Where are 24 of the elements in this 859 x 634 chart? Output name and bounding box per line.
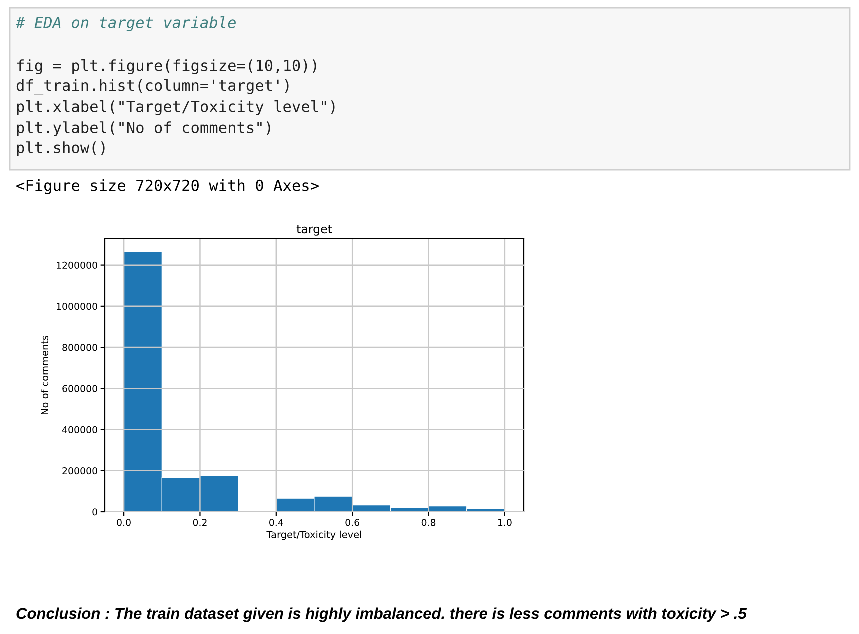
x-tick-label: 1.0 <box>498 519 512 526</box>
y-tick-label: 1200000 <box>57 262 98 270</box>
x-tick-label: 0.0 <box>117 519 131 526</box>
text: fig = plt.figure(figsize=(10,10)) <box>17 60 316 74</box>
text: plt.xlabel("Target/Toxicity level") <box>17 100 335 116</box>
x-tick-label: 0.8 <box>422 519 436 526</box>
text: df_train.hist(column='target') <box>16 79 289 95</box>
x-axis-title: Target/Toxicity level <box>266 530 362 540</box>
x-tick-label: 0.6 <box>346 519 360 526</box>
y-tick-label: 800000 <box>62 344 98 352</box>
text: <Figure size 720x720 with 0 Axes> <box>16 180 319 194</box>
chart-title: target <box>296 225 332 236</box>
x-tick-label: 0.2 <box>193 519 207 526</box>
text: plt.show() <box>17 142 105 156</box>
y-tick-label: 0 <box>92 508 98 516</box>
y-tick-label: 600000 <box>62 385 98 392</box>
y-tick-label: 200000 <box>62 467 98 475</box>
y-tick-label: 400000 <box>62 426 98 434</box>
text: Conclusion : The train dataset given is highly imbalanced. there is less comments with toxicity > .5 <box>16 608 748 622</box>
y-tick-label: 1000000 <box>57 303 98 310</box>
y-axis-title: No of comments <box>41 336 49 415</box>
text: plt.ylabel("No of comments") <box>17 122 270 136</box>
x-tick-label: 0.4 <box>270 519 284 526</box>
text: # EDA on target variable <box>16 16 236 32</box>
